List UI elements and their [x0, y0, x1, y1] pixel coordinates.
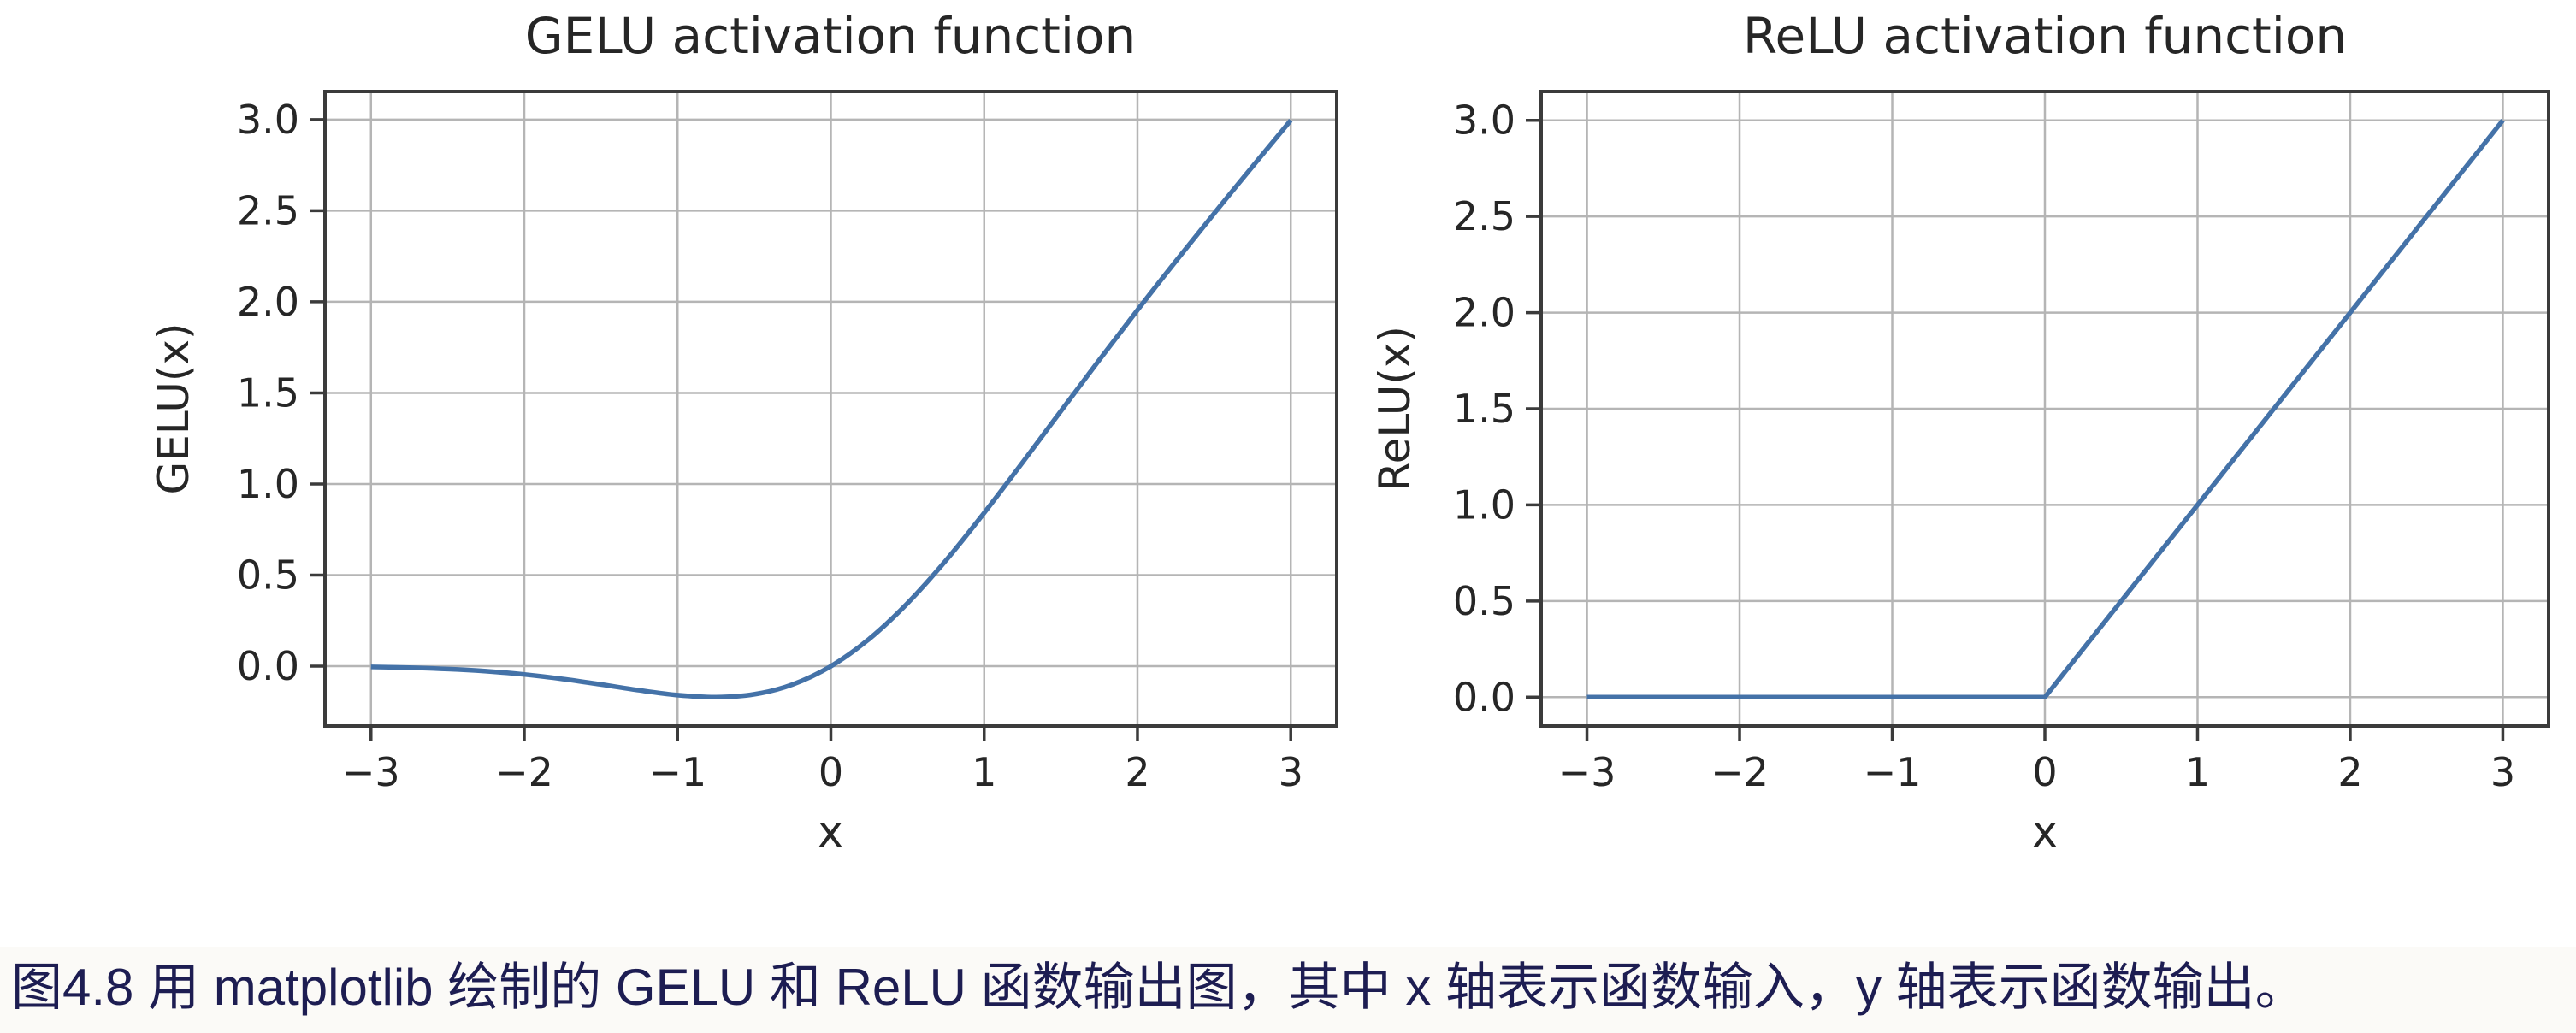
relu-y-tick-label: 1.5 — [1453, 386, 1515, 432]
relu-x-tick-label: 1 — [2185, 749, 2210, 795]
relu-xlabel: x — [2032, 807, 2058, 857]
gelu-ylabel: GELU(x) — [149, 323, 198, 495]
activation-function-charts: −3 −2 −1 0 1 2 3 0.0 0.5 1.0 1.5 2.0 2.5 3.0 x GELU(x) G… — [149, 7, 2550, 857]
gelu-y-tick-label: 1.5 — [237, 369, 299, 416]
relu-x-tick-label: −2 — [1710, 749, 1769, 795]
caption-strip — [0, 947, 2576, 1033]
relu-x-tick-label: 2 — [2337, 749, 2362, 795]
gelu-x-tick-label: 1 — [972, 749, 996, 795]
gelu-x-tick-label: −3 — [342, 749, 400, 795]
gelu-x-tick-label: −2 — [495, 749, 553, 795]
gelu-y-tick-label: 1.0 — [237, 461, 299, 507]
gelu-x-tick-label: 0 — [818, 749, 843, 795]
relu-x-tick-label: 0 — [2032, 749, 2057, 795]
gelu-y-tick-label: 0.5 — [237, 552, 299, 599]
relu-y-tick-label: 2.0 — [1453, 290, 1515, 336]
relu-y-tick-label: 3.0 — [1453, 97, 1515, 144]
gelu-xlabel: x — [818, 807, 843, 857]
relu-title: ReLU activation function — [1743, 7, 2347, 65]
gelu-y-tick-label: 2.5 — [237, 187, 299, 233]
relu-ylabel: ReLU(x) — [1370, 326, 1420, 492]
gelu-y-tick-label: 2.0 — [237, 279, 299, 325]
relu-y-tick-label: 0.5 — [1453, 578, 1515, 624]
gelu-y-tick-label: 3.0 — [237, 97, 299, 143]
relu-y-tick-label: 2.5 — [1453, 193, 1515, 239]
figure-caption: 图4.8 用 matplotlib 绘制的 GELU 和 ReLU 函数输出图，… — [11, 959, 2307, 1016]
gelu-x-tick-label: −1 — [648, 749, 706, 795]
relu-y-tick-label: 1.0 — [1453, 481, 1515, 528]
gelu-x-tick-label: 2 — [1125, 749, 1149, 795]
gelu-x-tick-label: 3 — [1279, 749, 1303, 795]
gelu-y-tick-label: 0.0 — [237, 643, 299, 689]
relu-y-tick-label: 0.0 — [1453, 674, 1515, 720]
gelu-title: GELU activation function — [525, 7, 1137, 65]
relu-x-tick-label: −1 — [1864, 749, 1922, 795]
relu-x-tick-label: 3 — [2490, 749, 2515, 795]
relu-curve — [1586, 118, 2505, 700]
gelu-curve — [370, 118, 1293, 700]
matplotlib-figure: −3 −2 −1 0 1 2 3 0.0 0.5 1.0 1.5 2.0 2.5 3.0 x GELU(x) G… — [149, 7, 2550, 857]
relu-x-tick-label: −3 — [1558, 749, 1616, 795]
